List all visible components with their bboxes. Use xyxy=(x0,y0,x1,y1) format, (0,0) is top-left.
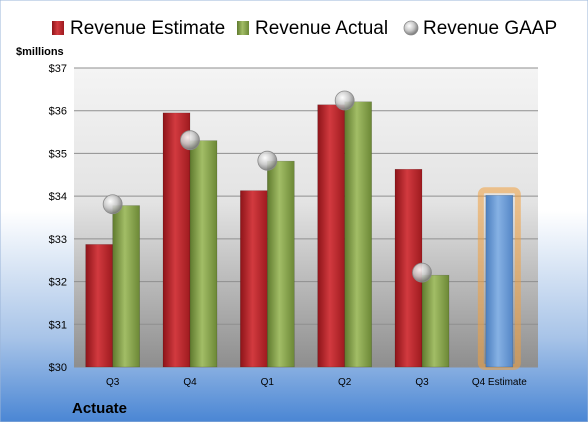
y-tick-label: $30 xyxy=(49,362,67,374)
revenue-actual-bar xyxy=(112,205,140,368)
revenue-actual-bar xyxy=(267,160,295,368)
revenue-actual-bar xyxy=(189,140,218,368)
legend: Revenue Estimate Revenue Actual Revenue GA… xyxy=(52,18,557,39)
y-tick-label: $35 xyxy=(49,148,67,160)
x-tick-label: Q4 xyxy=(183,377,197,388)
bars xyxy=(85,101,521,370)
gridlines xyxy=(74,67,538,368)
legend-swatch-gaap xyxy=(403,20,419,36)
legend-label: Revenue Estimate xyxy=(70,18,225,39)
y-tick-label: $32 xyxy=(49,277,67,289)
q4-estimate-bar xyxy=(485,195,514,368)
y-unit-label: $millions xyxy=(16,46,64,58)
revenue-gaap-marker xyxy=(412,262,432,283)
revenue-gaap-marker xyxy=(180,130,200,151)
gaap-markers xyxy=(102,90,432,283)
y-tick-label: $31 xyxy=(49,319,67,331)
y-tick-label: $33 xyxy=(49,234,67,246)
revenue-actual-bar xyxy=(344,101,372,368)
revenue-gaap-marker xyxy=(334,90,355,111)
revenue-gaap-marker xyxy=(102,194,123,215)
x-tick-label: Q4 Estimate xyxy=(472,377,527,388)
x-tick-label: Q2 xyxy=(338,377,352,388)
legend-swatch xyxy=(237,21,249,35)
revenue-actual-bar xyxy=(421,274,450,368)
revenue-estimate-bar xyxy=(240,190,268,368)
x-tick-label: Q3 xyxy=(106,377,120,388)
revenue-estimate-bar xyxy=(317,104,345,368)
company-name: Actuate xyxy=(72,400,127,417)
y-tick-label: $34 xyxy=(49,191,67,203)
x-tick-label: Q1 xyxy=(261,377,275,388)
legend-swatch xyxy=(52,21,64,35)
axes: $30 $31 $32 $33 $34 $35 $36 $37 Q3 Q4 Q1 Q2 Q3 Q4 Est… xyxy=(49,63,528,388)
legend-item: Revenue Estimate xyxy=(52,18,225,39)
y-tick-label: $37 xyxy=(49,63,67,75)
revenue-estimate-bar xyxy=(85,244,113,368)
legend-label: Revenue GAAP xyxy=(423,18,557,39)
legend-item: Revenue GAAP xyxy=(403,18,557,39)
legend-item: Revenue Actual xyxy=(237,18,388,39)
legend-label: Revenue Actual xyxy=(255,18,388,39)
revenue-gaap-marker xyxy=(257,150,278,171)
x-tick-label: Q3 xyxy=(415,377,429,388)
plot-area xyxy=(74,68,538,367)
revenue-estimate-bar xyxy=(162,112,191,368)
y-tick-label: $36 xyxy=(49,106,67,118)
